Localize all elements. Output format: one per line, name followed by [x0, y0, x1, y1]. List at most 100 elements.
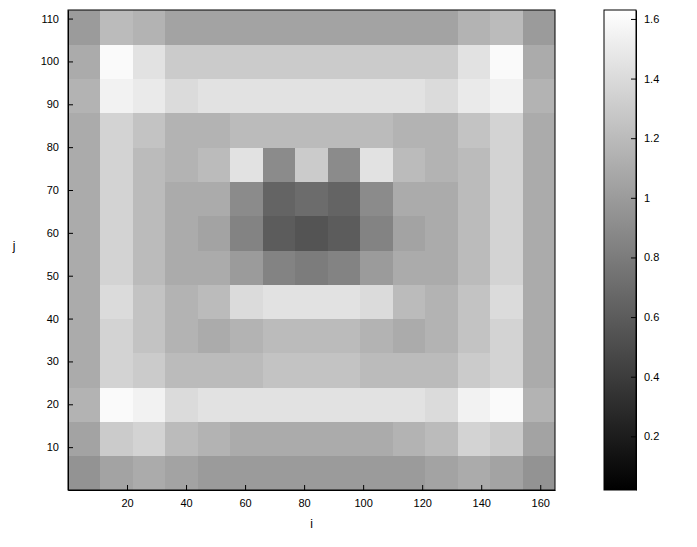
heat-cell	[523, 10, 555, 45]
heat-cell	[133, 353, 166, 388]
heat-cell	[68, 319, 101, 354]
heat-cell	[360, 113, 393, 148]
y-tick: 20	[47, 398, 73, 410]
cells	[68, 10, 555, 490]
x-tick-label: 160	[532, 497, 550, 509]
y-tick-label: 60	[47, 227, 59, 239]
heat-cell	[68, 44, 101, 79]
heat-cell	[523, 147, 555, 182]
heat-cell	[295, 353, 328, 388]
heat-cell	[230, 456, 263, 490]
heat-cell	[133, 216, 166, 251]
heat-cell	[523, 250, 555, 285]
y-axis-title: j	[12, 239, 16, 253]
heat-cell	[490, 44, 523, 79]
colorbar-tick-label: 0.6	[644, 311, 659, 323]
heat-cell	[165, 79, 198, 114]
heat-cell	[360, 44, 393, 79]
heat-cell	[458, 147, 491, 182]
colorbar-axis-line	[636, 11, 637, 491]
y-tick: 60	[47, 227, 73, 239]
y-tick-mark	[68, 190, 73, 191]
heat-cell	[263, 147, 296, 182]
heat-cell	[458, 79, 491, 114]
plot-frame	[68, 10, 555, 490]
heat-cell	[393, 216, 426, 251]
x-tick: 160	[532, 485, 550, 509]
x-tick-mark	[245, 485, 246, 490]
heat-cell	[198, 10, 231, 45]
heat-cell	[68, 250, 101, 285]
heat-cell	[68, 10, 101, 45]
heat-cell	[133, 10, 166, 45]
y-tick: 30	[47, 355, 73, 367]
y-tick-label: 110	[41, 13, 59, 25]
heat-cell	[523, 456, 555, 490]
heat-cell	[425, 319, 458, 354]
heat-cell	[328, 181, 361, 216]
heat-cell	[230, 421, 263, 456]
heat-cell	[523, 181, 555, 216]
heat-cell	[165, 421, 198, 456]
heat-cell	[230, 284, 263, 319]
heat-cell	[263, 319, 296, 354]
heat-cell	[295, 456, 328, 490]
heat-cell	[490, 250, 523, 285]
x-tick: 60	[239, 485, 251, 509]
heat-cell	[295, 113, 328, 148]
y-tick: 110	[41, 13, 73, 25]
heat-cell	[523, 79, 555, 114]
y-tick-label: 10	[47, 441, 59, 453]
x-tick-mark	[481, 485, 482, 490]
x-tick-mark	[540, 485, 541, 490]
heat-cell	[230, 353, 263, 388]
x-tick-mark	[127, 485, 128, 490]
heat-cell	[165, 113, 198, 148]
y-tick-mark	[68, 233, 73, 234]
heat-cell	[490, 79, 523, 114]
colorbar-tick-mark	[631, 317, 636, 318]
heat-cell	[360, 387, 393, 422]
heat-cell	[165, 44, 198, 79]
heat-cell	[328, 387, 361, 422]
y-tick-mark	[68, 19, 73, 20]
x-tick: 40	[180, 485, 192, 509]
heat-cell	[230, 250, 263, 285]
heat-cell	[458, 216, 491, 251]
heat-cell	[295, 319, 328, 354]
heat-cell	[360, 353, 393, 388]
heat-cell	[360, 250, 393, 285]
heat-cell	[133, 181, 166, 216]
colorbar-tick-mark	[631, 79, 636, 80]
heat-cell	[198, 79, 231, 114]
heat-cell	[263, 250, 296, 285]
y-tick-label: 20	[47, 398, 59, 410]
heat-cell	[458, 421, 491, 456]
heat-cell	[263, 113, 296, 148]
heat-cell	[328, 147, 361, 182]
heat-cell	[425, 284, 458, 319]
heat-cell	[165, 250, 198, 285]
heat-cell	[425, 353, 458, 388]
heat-cell	[393, 421, 426, 456]
heat-cell	[490, 319, 523, 354]
y-tick-mark	[68, 276, 73, 277]
colorbar	[604, 10, 636, 490]
heat-cell	[295, 10, 328, 45]
x-tick-label: 140	[473, 497, 491, 509]
heat-cell	[490, 421, 523, 456]
heat-cell	[230, 181, 263, 216]
heat-cell	[328, 250, 361, 285]
colorbar-tick: 0.6	[631, 311, 659, 323]
heat-cell	[425, 387, 458, 422]
colorbar-tick-label: 1.4	[644, 73, 659, 85]
x-axis-title: i	[310, 517, 313, 531]
heat-cell	[328, 79, 361, 114]
heat-cell	[393, 319, 426, 354]
heat-cell	[165, 387, 198, 422]
heat-cell	[328, 456, 361, 490]
heat-cell	[263, 216, 296, 251]
heat-cell	[100, 421, 133, 456]
heat-cell	[133, 113, 166, 148]
heat-cell	[230, 216, 263, 251]
